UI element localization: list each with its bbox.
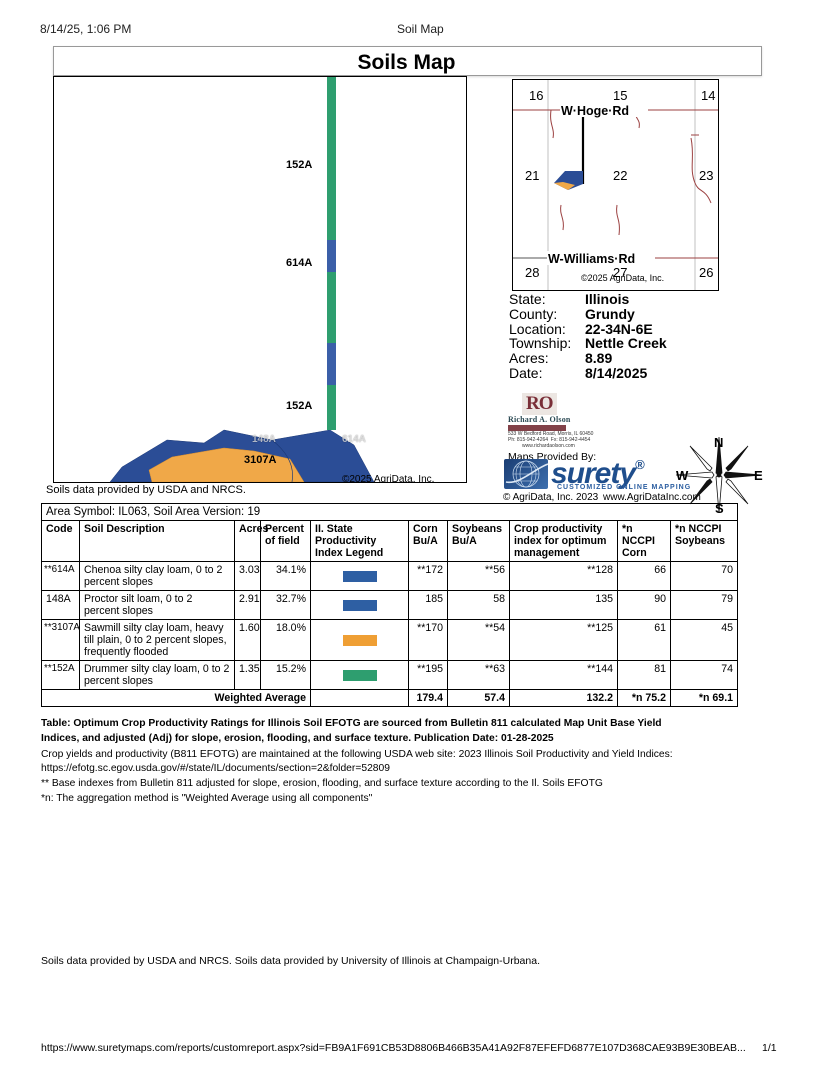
svg-text:28: 28 — [525, 265, 539, 280]
svg-text:14: 14 — [701, 88, 715, 103]
svg-text:16: 16 — [529, 88, 543, 103]
svg-text:26: 26 — [699, 265, 713, 280]
svg-text:W·Hoge·Rd: W·Hoge·Rd — [561, 104, 629, 118]
svg-text:E: E — [754, 468, 763, 483]
svg-text:23: 23 — [699, 168, 713, 183]
svg-text:22: 22 — [613, 168, 627, 183]
svg-text:W: W — [676, 468, 689, 483]
svg-text:W-Williams·Rd: W-Williams·Rd — [548, 252, 635, 266]
svg-text:15: 15 — [613, 88, 627, 103]
svg-text:21: 21 — [525, 168, 539, 183]
svg-text:N: N — [714, 435, 723, 450]
